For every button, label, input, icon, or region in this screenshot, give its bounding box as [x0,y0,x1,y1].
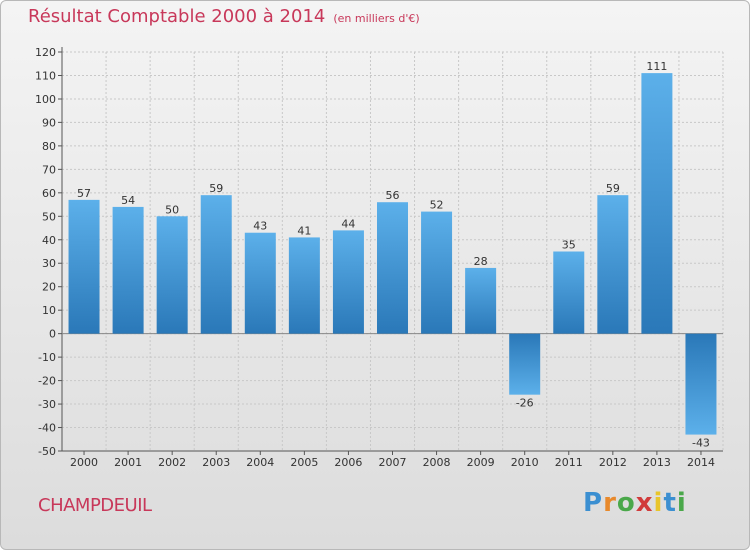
y-tick-label: -30 [38,398,56,411]
x-tick-label: 2001 [114,456,142,469]
y-tick-label: 40 [42,234,56,247]
bar-value-label: -43 [692,437,710,450]
bar-value-label: 54 [121,194,135,207]
commune-name: CHAMPDEUIL [38,495,152,516]
x-tick-label: 2002 [158,456,186,469]
bar [465,267,497,334]
y-tick-label: 70 [42,163,56,176]
y-tick-label: -20 [38,375,56,388]
bar [641,73,673,334]
x-tick-label: 2014 [687,456,715,469]
y-tick-label: 10 [42,304,56,317]
y-tick-label: 20 [42,281,56,294]
x-tick-label: 2008 [423,456,451,469]
bar-value-label: 44 [341,217,355,230]
y-tick-label: 90 [42,116,56,129]
y-tick-label: 50 [42,210,56,223]
x-tick-label: 2003 [202,456,230,469]
x-tick-label: 2000 [70,456,98,469]
title-text: Résultat Comptable 2000 à 2014 [28,6,326,27]
y-tick-label: 110 [35,69,56,82]
bar [685,333,717,435]
grid-lines [61,51,724,452]
y-tick-label: 100 [35,93,56,106]
logo-letter: i [676,488,687,518]
y-tick-label: 120 [35,46,56,59]
logo-letter: t [663,488,677,518]
bar-value-label: 59 [606,182,620,195]
x-tick-label: 2010 [511,456,539,469]
bar [332,230,364,334]
y-tick-label: 60 [42,187,56,200]
bar [553,251,585,334]
bar-value-label: 43 [253,220,267,233]
bar [509,333,541,395]
logo-letter: o [616,488,636,518]
bar [156,216,188,334]
labels: 1201101009080706050403020100-10-20-30-40… [35,46,715,469]
subtitle-text: (en milliers d'€) [333,12,420,25]
x-tick-label: 2006 [334,456,362,469]
bar-value-label: 52 [430,199,444,212]
proxiti-logo: Proxiti [583,488,687,518]
bar-value-label: 57 [77,187,91,200]
x-tick-label: 2013 [643,456,671,469]
bar-value-label: 28 [474,255,488,268]
y-tick-label: 30 [42,257,56,270]
x-tick-label: 2011 [555,456,583,469]
y-tick-label: -50 [38,445,56,458]
logo-letter: r [603,488,617,518]
logo-letter: P [583,488,604,518]
x-tick-label: 2007 [379,456,407,469]
bar-value-label: -26 [516,397,534,410]
bar [597,195,629,334]
chart-title: Résultat Comptable 2000 à 2014 (en millie… [28,6,420,27]
logo-letter: x [635,488,654,518]
y-tick-label: 80 [42,140,56,153]
y-tick-label: 0 [49,328,56,341]
y-tick-label: -10 [38,351,56,364]
bar-value-label: 59 [209,182,223,195]
x-tick-label: 2005 [290,456,318,469]
logo-letter: i [653,488,664,518]
bar-value-label: 56 [386,189,400,202]
x-tick-label: 2012 [599,456,627,469]
bar [288,237,320,334]
x-tick-label: 2009 [467,456,495,469]
x-tick-label: 2004 [246,456,274,469]
y-tick-label: -40 [38,422,56,435]
bars [68,73,717,435]
bar [421,211,453,334]
bar-value-label: 111 [646,60,667,73]
bar-value-label: 41 [297,224,311,237]
bar [68,199,100,334]
bar [200,195,232,334]
bar-value-label: 50 [165,203,179,216]
bar [244,232,276,334]
bar [377,202,408,334]
bar-value-label: 35 [562,239,576,252]
bar [112,206,144,334]
